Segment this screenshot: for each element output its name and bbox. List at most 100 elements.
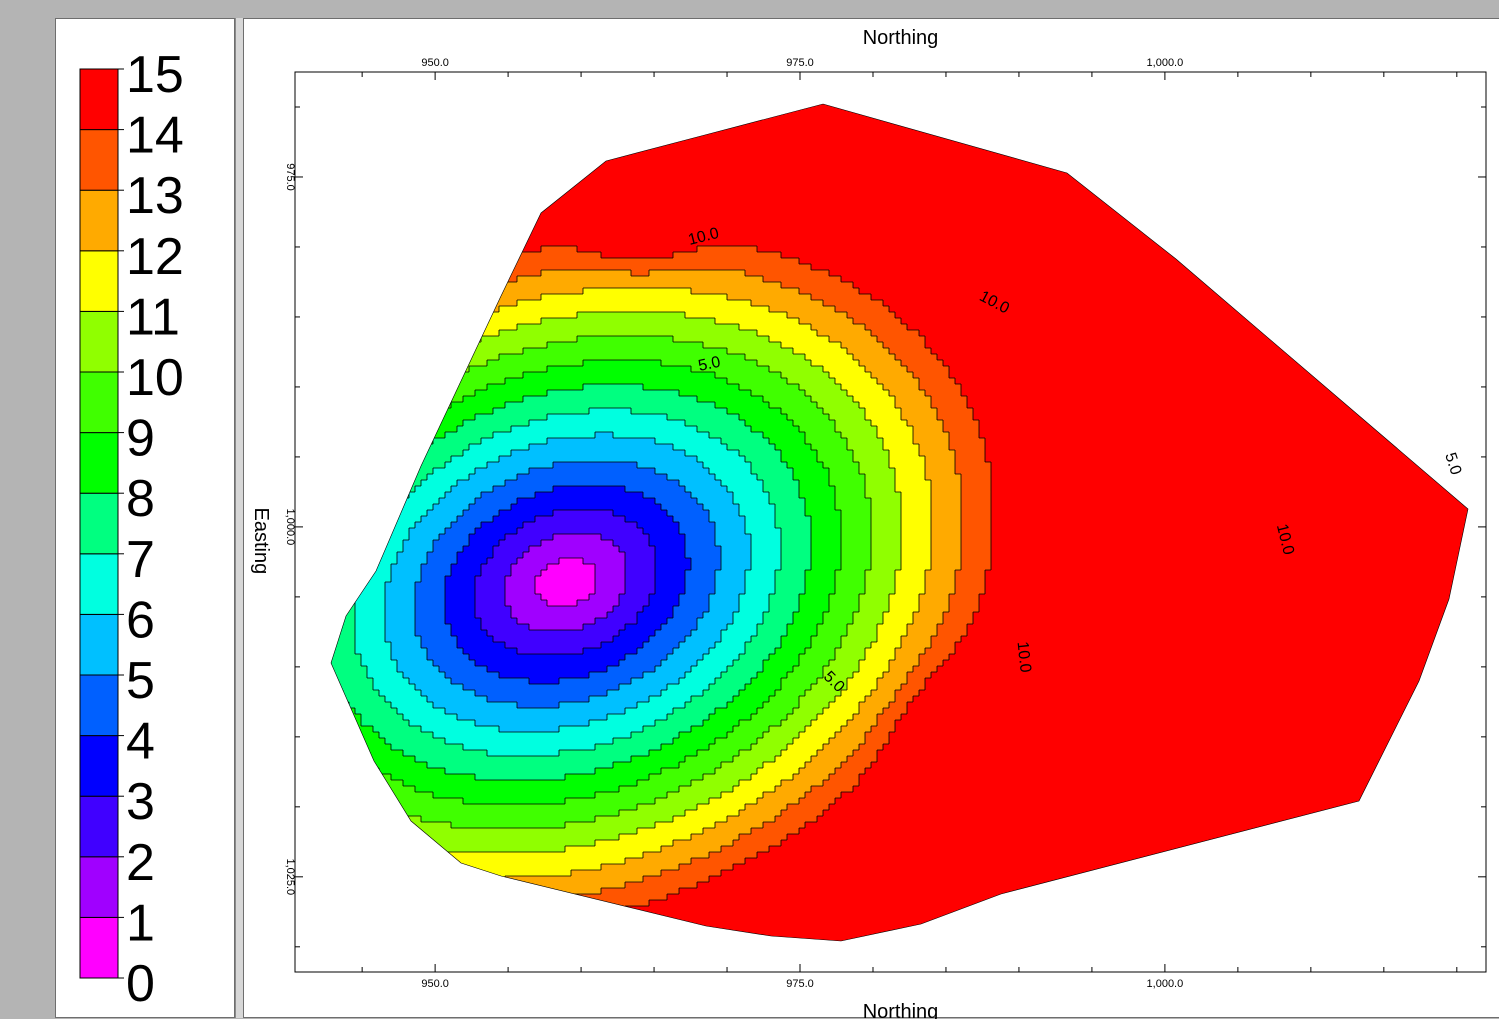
contour-band-cell	[361, 402, 404, 409]
contour-band-cell	[355, 408, 392, 415]
contour-band-cell	[403, 498, 440, 505]
contour-band-cell	[733, 696, 770, 703]
contour-band-cell	[433, 306, 500, 313]
contour-band-cell	[811, 720, 848, 727]
contour-band-cell	[379, 450, 422, 457]
contour-band-cell	[883, 618, 914, 625]
contour-band-cell	[781, 282, 854, 289]
contour-band-cell	[511, 426, 698, 433]
contour-band-cell	[361, 822, 452, 829]
contour-band-cell	[769, 726, 806, 733]
contour-band-cell	[841, 276, 1468, 283]
contour-band-cell	[895, 354, 938, 361]
contour-band-cell	[817, 714, 854, 721]
contour-band-cell	[295, 630, 326, 637]
contour-band-cell	[385, 522, 416, 529]
contour-band-cell	[361, 756, 416, 763]
contour-band-cell	[991, 564, 1468, 571]
legend-swatch-6	[79, 553, 119, 615]
contour-band-cell	[871, 642, 902, 649]
contour-band-cell	[883, 708, 908, 715]
contour-band-cell	[493, 552, 524, 559]
x-tick-label-bottom-2: 1,000.0	[1147, 978, 1184, 990]
contour-band-cell	[421, 516, 458, 523]
legend-label-3: 3	[126, 773, 155, 831]
contour-band-cell	[331, 204, 1468, 211]
legend-label-6: 6	[126, 591, 155, 649]
contour-band-cell	[769, 594, 800, 601]
contour-band-cell	[901, 642, 932, 649]
contour-band-cell	[835, 732, 866, 739]
contour-band-cell	[493, 258, 800, 265]
contour-band-cell	[331, 246, 542, 253]
contour-band-cell	[799, 318, 854, 325]
contour-band-cell	[901, 516, 932, 523]
legend-label-11: 11	[126, 288, 180, 346]
contour-band-cell	[877, 378, 920, 385]
contour-band-cell	[733, 756, 776, 763]
contour-band-cell	[841, 510, 872, 517]
contour-band-cell	[361, 342, 410, 349]
contour-band-cell	[835, 798, 1468, 805]
contour-band-cell	[331, 882, 362, 889]
contour-band-cell	[331, 396, 332, 403]
contour-band-cell	[499, 726, 560, 733]
contour-band-cell	[667, 714, 710, 721]
contour-band-cell	[793, 474, 830, 481]
contour-band-cell	[805, 390, 848, 397]
contour-band-cell	[355, 438, 398, 445]
legend-swatch-12	[79, 189, 119, 252]
contour-band-cell	[703, 342, 782, 349]
contour-band-cell	[409, 840, 596, 847]
contour-band-cell	[331, 342, 362, 349]
contour-band-cell	[547, 438, 656, 445]
panel-splitter[interactable]	[235, 18, 244, 1018]
contour-band-cell	[715, 474, 758, 481]
contour-band-cell	[355, 318, 404, 325]
contour-band-cell	[475, 612, 512, 619]
contour-band-cell	[991, 516, 1468, 523]
contour-band-cell	[883, 300, 1468, 307]
contour-band-cell	[793, 738, 830, 745]
contour-band-cell	[871, 552, 902, 559]
contour-band-cell	[733, 612, 764, 619]
contour-band-cell	[757, 624, 788, 631]
contour-band-cell	[451, 678, 530, 685]
contour-band-cell	[715, 768, 758, 775]
contour-band-cell	[859, 708, 884, 715]
contour-band-cell	[295, 498, 308, 505]
contour-band-cell	[343, 384, 386, 391]
contour-band-cell	[889, 666, 914, 673]
axes: 950.0950.0975.0975.01,000.01,000.0975.01…	[284, 57, 1486, 990]
contour-band-cell	[865, 486, 896, 493]
contour-band-cell	[727, 294, 812, 301]
contour-band-cell	[757, 360, 812, 367]
contour-band-cell	[649, 270, 746, 277]
contour-band-cell	[295, 798, 320, 805]
contour-band-cell	[727, 444, 776, 451]
contour-band-cell	[331, 624, 356, 631]
contour-band-cell	[805, 690, 842, 697]
contour-band-cell	[661, 360, 758, 367]
contour-band-cell	[931, 486, 962, 493]
contour-band-cell	[379, 360, 428, 367]
contour-band-cell	[355, 708, 398, 715]
contour-band-cell	[655, 666, 692, 673]
contour-band-cell	[469, 474, 518, 481]
contour-band-cell	[295, 786, 302, 793]
contour-band-cell	[757, 798, 800, 805]
contour-band-cell	[439, 276, 518, 283]
contour-band-cell	[397, 438, 434, 445]
contour-band-cell	[331, 132, 1468, 139]
contour-band-cell	[757, 630, 788, 637]
contour-band-cell	[745, 570, 776, 577]
contour-band-cell	[331, 864, 398, 871]
contour-band-cell	[883, 612, 914, 619]
contour-band-cell	[739, 780, 782, 787]
contour-band-cell	[853, 318, 902, 325]
contour-band-cell	[451, 486, 494, 493]
contour-band-cell	[559, 558, 584, 565]
contour-band-cell	[337, 774, 392, 781]
contour-band-cell	[445, 594, 476, 601]
contour-band-cell	[517, 252, 602, 259]
